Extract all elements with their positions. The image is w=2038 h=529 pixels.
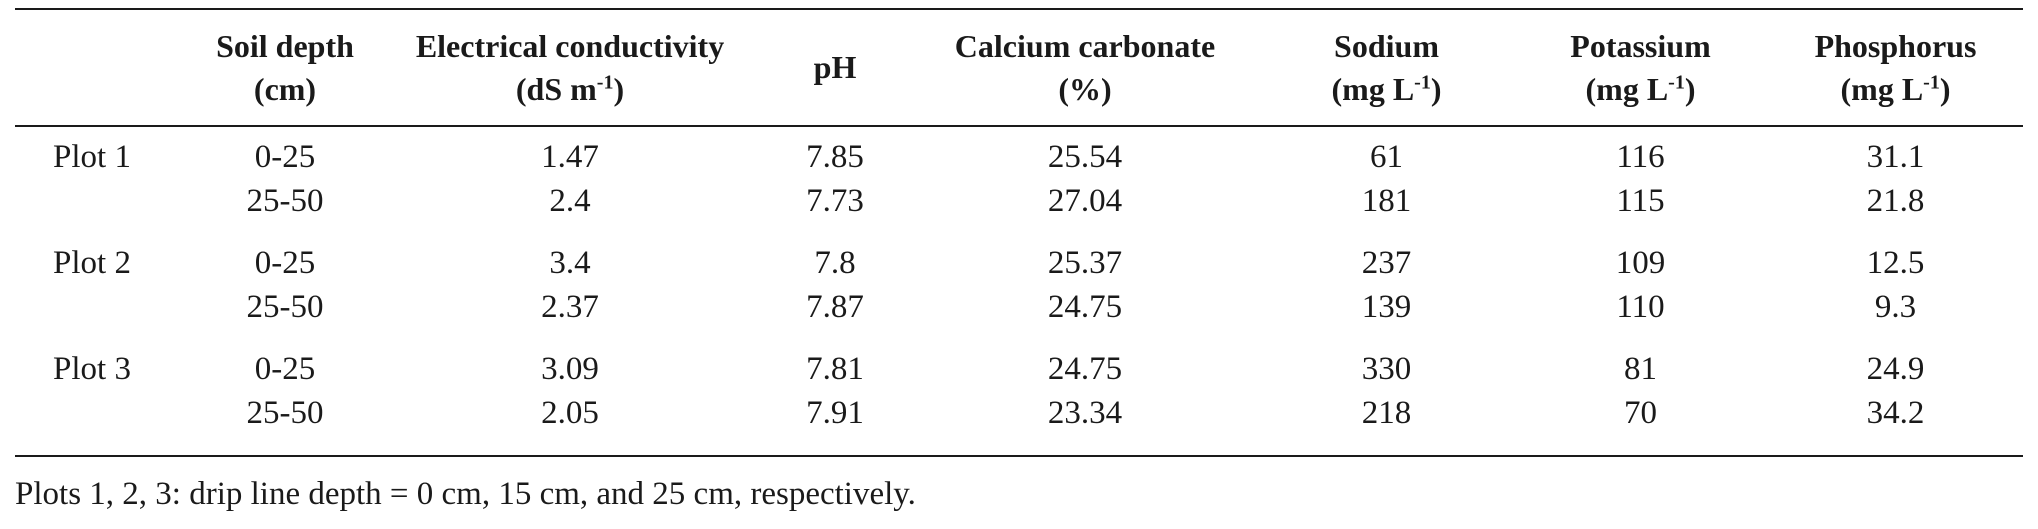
cell-potassium: 115 [1616,183,1665,219]
cell-ph: 7.85 [806,139,864,175]
cell-soil-depth: 0-25 [254,245,316,281]
cell-calcium-carbonate: 24.75 [1047,351,1123,387]
table-row: Plot 3 0-25 3.09 7.81 24.75 330 81 24.9 [15,329,2023,391]
table-row: Plot 2 0-25 3.4 7.8 25.37 237 109 12.5 [15,223,2023,285]
cell-ph: 7.87 [806,289,864,325]
cell-calcium-carbonate: 23.34 [1047,395,1123,431]
table-header: Soil depth (cm) Electrical conductivity … [15,10,2023,125]
cell-potassium: 109 [1615,245,1666,281]
header-plot [15,10,190,125]
cell-electrical-conductivity: 2.05 [541,395,599,431]
cell-sodium: 218 [1361,395,1412,431]
cell-electrical-conductivity: 1.47 [541,139,599,175]
cell-sodium: 139 [1361,289,1412,325]
cell-soil-depth: 0-25 [254,351,316,387]
cell-potassium: 70 [1624,395,1657,431]
cell-sodium: 61 [1370,139,1403,175]
cell-ph: 7.81 [806,351,864,387]
cell-sodium: 237 [1361,245,1412,281]
header-soil-depth: Soil depth (cm) [216,27,354,107]
cell-calcium-carbonate: 25.37 [1047,245,1123,281]
header-row: Soil depth (cm) Electrical conductivity … [15,10,2023,125]
cell-electrical-conductivity: 3.4 [549,245,591,281]
header-potassium: Potassium (mg L-1) [1570,27,1711,107]
cell-phosphorus: 34.2 [1866,395,1925,431]
cell-electrical-conductivity: 2.4 [549,183,591,219]
cell-soil-depth: 25-50 [246,289,324,325]
cell-soil-depth: 25-50 [246,395,324,431]
table-row: 25-50 2.05 7.91 23.34 218 70 34.2 [15,391,2023,435]
header-sodium: Sodium (mg L-1) [1331,27,1442,107]
table-top-rule [15,8,2023,10]
cell-calcium-carbonate: 27.04 [1047,183,1123,219]
plot-label: Plot 3 [53,351,131,387]
cell-phosphorus: 21.8 [1866,183,1925,219]
cell-calcium-carbonate: 24.75 [1047,289,1123,325]
cell-electrical-conductivity: 2.37 [541,289,599,325]
cell-calcium-carbonate: 25.54 [1047,139,1123,175]
header-ph: pH [813,49,857,85]
table-footnote: Plots 1, 2, 3: drip line depth = 0 cm, 1… [15,476,916,512]
cell-phosphorus: 9.3 [1874,289,1917,325]
table-row: 25-50 2.37 7.87 24.75 139 110 9.3 [15,285,2023,329]
plot-label-empty [15,179,190,223]
cell-sodium: 181 [1361,183,1412,219]
plot-label: Plot 2 [53,245,131,281]
cell-soil-depth: 25-50 [246,183,324,219]
header-electrical-conductivity: Electrical conductivity (dS m-1) [415,27,725,107]
plot-label-empty [15,391,190,435]
table-row: 25-50 2.4 7.73 27.04 181 115 21.8 [15,179,2023,223]
cell-potassium: 116 [1616,139,1665,175]
table-bottom-rule [15,455,2023,457]
cell-phosphorus: 31.1 [1866,139,1925,175]
cell-ph: 7.91 [806,395,864,431]
cell-soil-depth: 0-25 [254,139,316,175]
table-body: Plot 1 0-25 1.47 7.85 25.54 61 116 31.1 … [15,125,2023,435]
header-phosphorus: Phosphorus (mg L-1) [1814,27,1977,107]
cell-electrical-conductivity: 3.09 [541,351,599,387]
table-row: Plot 1 0-25 1.47 7.85 25.54 61 116 31.1 [15,125,2023,179]
cell-potassium: 81 [1624,351,1657,387]
cell-sodium: 330 [1361,351,1412,387]
cell-potassium: 110 [1616,289,1665,325]
cell-ph: 7.8 [814,245,856,281]
cell-phosphorus: 24.9 [1866,351,1925,387]
plot-label: Plot 1 [53,139,131,175]
soil-properties-table: Soil depth (cm) Electrical conductivity … [15,10,2023,435]
header-calcium-carbonate: Calcium carbonate (%) [954,27,1216,107]
table-header-rule [15,125,2023,127]
cell-ph: 7.73 [806,183,864,219]
cell-phosphorus: 12.5 [1866,245,1925,281]
plot-label-empty [15,285,190,329]
